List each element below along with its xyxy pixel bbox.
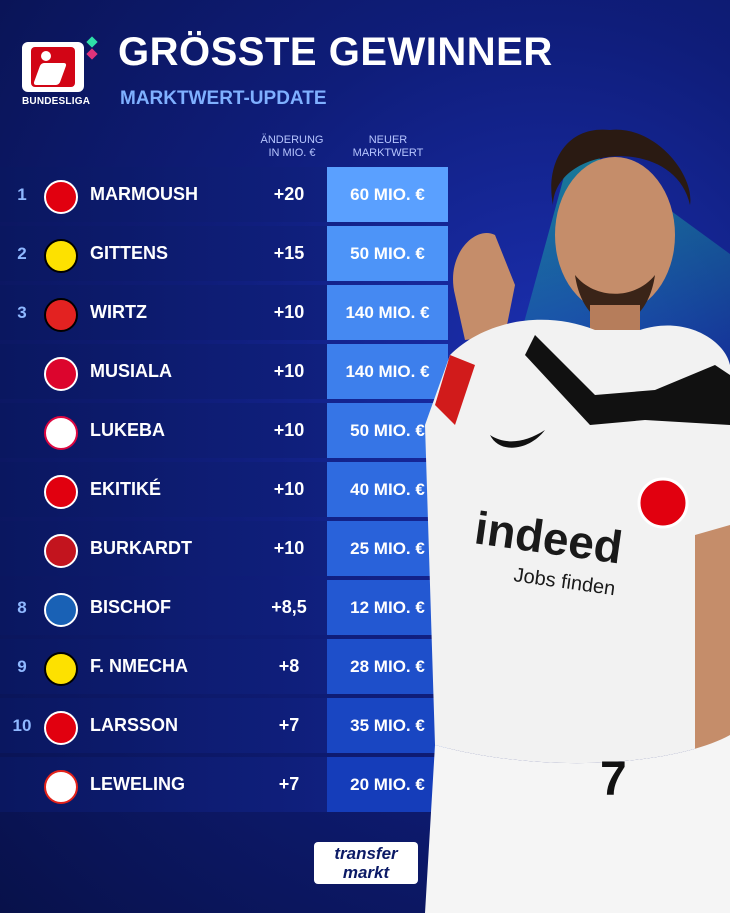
table-row: 2 GITTENS +15 50 MIO. € bbox=[0, 226, 448, 281]
table-row: 9 F. NMECHA +8 28 MIO. € bbox=[0, 639, 448, 694]
eintracht-frankfurt-crest-icon bbox=[44, 180, 78, 214]
player-name: GITTENS bbox=[90, 243, 169, 263]
rank-number bbox=[0, 462, 44, 517]
new-market-value: 60 MIO. € bbox=[327, 167, 448, 222]
value-change: +10 bbox=[273, 302, 305, 322]
player-name: BURKARDT bbox=[90, 538, 192, 558]
new-market-value: 20 MIO. € bbox=[327, 757, 448, 812]
transfermarkt-logo-line1: transfer bbox=[334, 844, 398, 863]
column-header-change-line2: IN MIO. € bbox=[268, 147, 316, 159]
eintracht-crest-icon bbox=[637, 477, 689, 529]
rank-number: 8 bbox=[17, 598, 27, 617]
column-header-value: NEUER MARKTWERT bbox=[340, 134, 436, 160]
borussia-dortmund-crest-icon bbox=[44, 239, 78, 273]
player-name: BISCHOF bbox=[90, 597, 171, 617]
table-row: 3 WIRTZ +10 140 MIO. € bbox=[0, 285, 448, 340]
page-title: GRÖSSTE GEWINNER bbox=[118, 30, 553, 74]
rank-number: 3 bbox=[17, 303, 27, 322]
rank-number: 9 bbox=[17, 657, 27, 676]
value-change: +8,5 bbox=[271, 597, 307, 617]
new-market-value: 140 MIO. € bbox=[327, 285, 448, 340]
table-row: 1 MARMOUSH +20 60 MIO. € bbox=[0, 167, 448, 222]
rank-number: 2 bbox=[17, 244, 27, 263]
mainz-05-crest-icon bbox=[44, 534, 78, 568]
page-subtitle: MARKTWERT-UPDATE bbox=[120, 88, 327, 109]
rank-number bbox=[0, 344, 44, 399]
bundesliga-logo-text: BUNDESLIGA bbox=[22, 96, 91, 107]
value-change: +8 bbox=[278, 656, 300, 676]
player-name: F. NMECHA bbox=[90, 656, 188, 676]
new-market-value: 50 MIO. € bbox=[327, 226, 448, 281]
value-change: +20 bbox=[273, 184, 305, 204]
rank-number bbox=[0, 403, 44, 458]
column-header-value-line1: NEUER bbox=[368, 134, 408, 146]
new-market-value: 12 MIO. € bbox=[327, 580, 448, 635]
player-name: LEWELING bbox=[90, 774, 185, 794]
new-market-value: 140 MIO. € bbox=[327, 344, 448, 399]
value-change: +10 bbox=[273, 538, 305, 558]
table-row: EKITIKÉ +10 40 MIO. € bbox=[0, 462, 448, 517]
player-name: MUSIALA bbox=[90, 361, 172, 381]
diamond-accent-icon bbox=[86, 36, 98, 62]
rank-number bbox=[0, 757, 44, 812]
vfb-stuttgart-crest-icon bbox=[44, 770, 78, 804]
table-row: BURKARDT +10 25 MIO. € bbox=[0, 521, 448, 576]
column-header-change: ÄNDERUNG IN MIO. € bbox=[252, 134, 332, 160]
bundesliga-emblem-icon bbox=[22, 42, 84, 92]
eintracht-frankfurt-crest-icon bbox=[44, 711, 78, 745]
player-name: EKITIKÉ bbox=[90, 479, 162, 499]
player-photo: indeed Jobs finden 7 bbox=[425, 129, 730, 913]
player-name: WIRTZ bbox=[90, 302, 147, 322]
ranking-table: 1 MARMOUSH +20 60 MIO. € 2 GITTENS +15 5… bbox=[0, 167, 448, 816]
new-market-value: 28 MIO. € bbox=[327, 639, 448, 694]
table-row: 8 BISCHOF +8,5 12 MIO. € bbox=[0, 580, 448, 635]
transfermarkt-logo-line2: markt bbox=[342, 863, 390, 882]
eintracht-frankfurt-crest-icon bbox=[44, 475, 78, 509]
player-name: LARSSON bbox=[90, 715, 179, 735]
column-header-value-line2: MARKTWERT bbox=[352, 147, 424, 159]
rank-number bbox=[0, 521, 44, 576]
value-change: +7 bbox=[278, 715, 300, 735]
rank-number: 10 bbox=[12, 716, 32, 735]
column-header-change-line1: ÄNDERUNG bbox=[260, 134, 324, 146]
table-row: LUKEBA +10 50 MIO. € bbox=[0, 403, 448, 458]
bayer-leverkusen-crest-icon bbox=[44, 298, 78, 332]
value-change: +10 bbox=[273, 420, 305, 440]
value-change: +7 bbox=[278, 774, 300, 794]
value-change: +15 bbox=[273, 243, 305, 263]
rank-number: 1 bbox=[17, 185, 27, 204]
player-name: LUKEBA bbox=[90, 420, 165, 440]
player-name: MARMOUSH bbox=[90, 184, 198, 204]
transfermarkt-logo: transfer markt bbox=[314, 842, 418, 884]
table-row: 10 LARSSON +7 35 MIO. € bbox=[0, 698, 448, 753]
new-market-value: 25 MIO. € bbox=[327, 521, 448, 576]
bundesliga-logo: BUNDESLIGA bbox=[22, 42, 90, 114]
value-change: +10 bbox=[273, 361, 305, 381]
tsg-hoffenheim-crest-icon bbox=[44, 593, 78, 627]
value-change: +10 bbox=[273, 479, 305, 499]
table-row: MUSIALA +10 140 MIO. € bbox=[0, 344, 448, 399]
borussia-dortmund-crest-icon bbox=[44, 652, 78, 686]
rb-leipzig-crest-icon bbox=[44, 416, 78, 450]
fc-bayern-crest-icon bbox=[44, 357, 78, 391]
new-market-value: 35 MIO. € bbox=[327, 698, 448, 753]
table-row: LEWELING +7 20 MIO. € bbox=[0, 757, 448, 812]
shorts-number: 7 bbox=[600, 753, 627, 806]
nike-swoosh-icon bbox=[490, 430, 545, 448]
